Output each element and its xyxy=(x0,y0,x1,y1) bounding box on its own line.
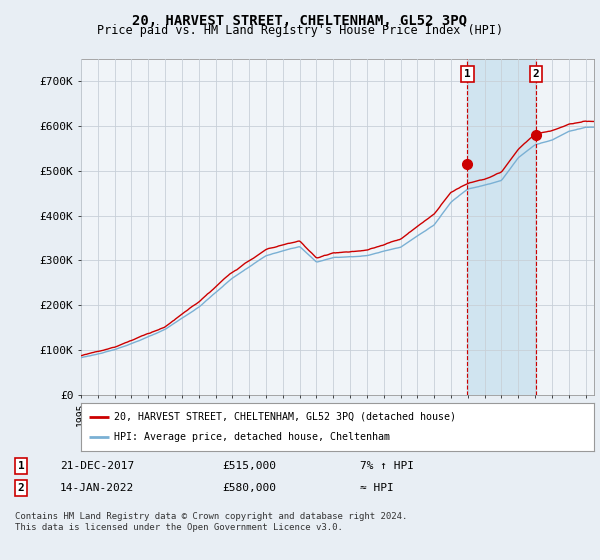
Text: £515,000: £515,000 xyxy=(222,461,276,471)
Text: £580,000: £580,000 xyxy=(222,483,276,493)
Text: HPI: Average price, detached house, Cheltenham: HPI: Average price, detached house, Chel… xyxy=(115,432,391,442)
Text: 21-DEC-2017: 21-DEC-2017 xyxy=(60,461,134,471)
Text: 2: 2 xyxy=(17,483,25,493)
Bar xyxy=(467,59,536,395)
Text: 2: 2 xyxy=(532,69,539,79)
Text: 1: 1 xyxy=(464,69,471,79)
Text: 1: 1 xyxy=(17,461,25,471)
Text: 14-JAN-2022: 14-JAN-2022 xyxy=(60,483,134,493)
Text: 7% ↑ HPI: 7% ↑ HPI xyxy=(360,461,414,471)
Text: ≈ HPI: ≈ HPI xyxy=(360,483,394,493)
Text: 20, HARVEST STREET, CHELTENHAM, GL52 3PQ (detached house): 20, HARVEST STREET, CHELTENHAM, GL52 3PQ… xyxy=(115,412,457,422)
Text: Price paid vs. HM Land Registry's House Price Index (HPI): Price paid vs. HM Land Registry's House … xyxy=(97,24,503,37)
Text: 20, HARVEST STREET, CHELTENHAM, GL52 3PQ: 20, HARVEST STREET, CHELTENHAM, GL52 3PQ xyxy=(133,14,467,28)
Text: Contains HM Land Registry data © Crown copyright and database right 2024.
This d: Contains HM Land Registry data © Crown c… xyxy=(15,512,407,532)
